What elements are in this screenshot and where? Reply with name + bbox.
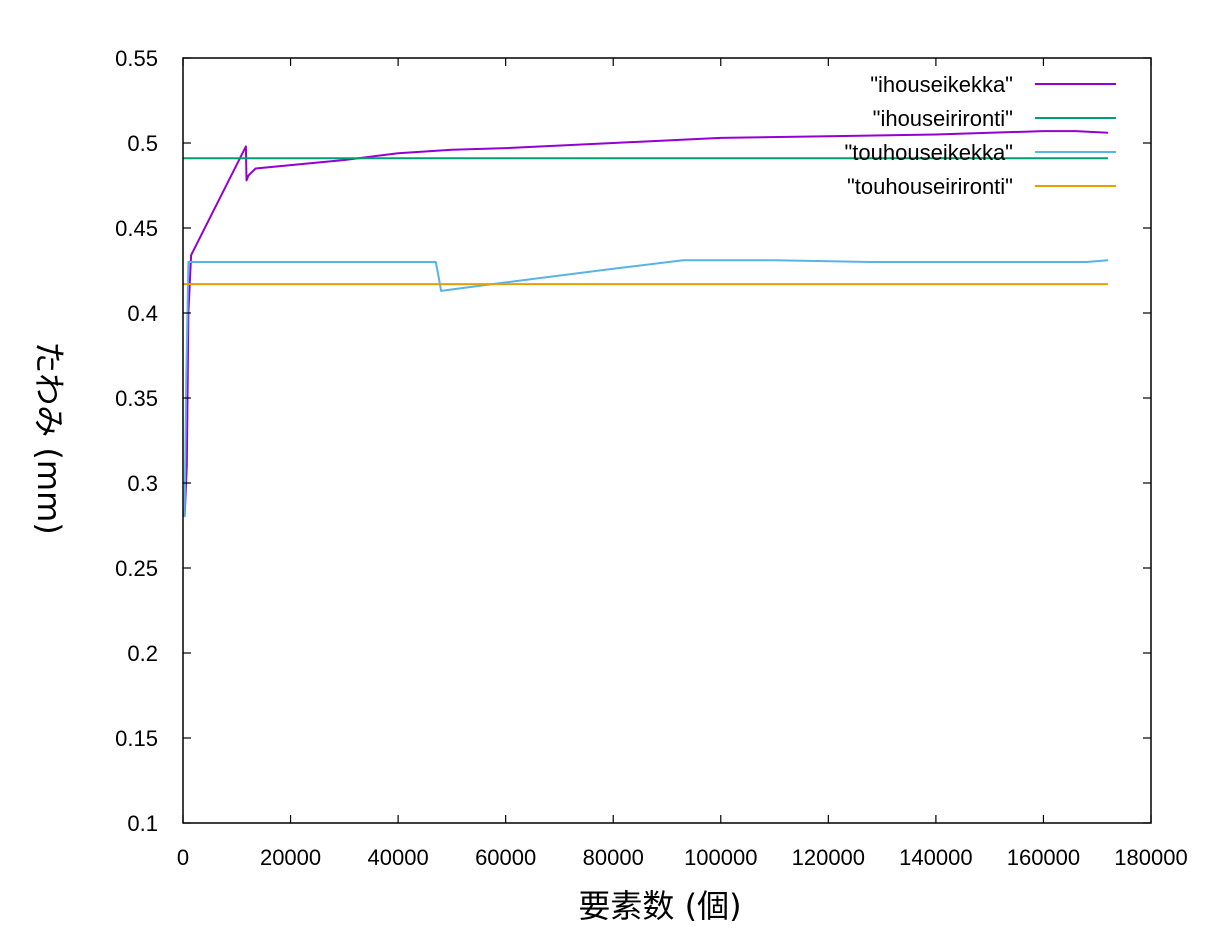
x-tick-label: 80000	[583, 845, 644, 870]
plot-frame	[182, 57, 1152, 824]
legend: "ihouseikekka" "ihouseirironti" "touhousei…	[844, 72, 1116, 199]
series-line-3	[183, 259, 1109, 518]
series-line-1	[183, 130, 1109, 518]
x-tick-label: 140000	[899, 845, 972, 870]
x-tick-label: 100000	[684, 845, 757, 870]
legend-label-1: "ihouseikekka"	[870, 72, 1013, 97]
ticks-layer: 0 20000 40000 60000 80000 100000 120000 140000 1…	[115, 46, 1188, 870]
y-tick-label: 0.1	[127, 811, 158, 836]
x-axis-label: 要素数 (個)	[578, 887, 741, 925]
x-tick-label: 180000	[1114, 845, 1187, 870]
legend-label-2: "ihouseirironti"	[873, 106, 1013, 131]
y-tick-label: 0.25	[115, 556, 158, 581]
y-tick-label: 0.45	[115, 216, 158, 241]
y-tick-label: 0.55	[115, 46, 158, 71]
x-tick-label: 40000	[368, 845, 429, 870]
y-axis-label: たわみ (mm)	[30, 341, 68, 535]
x-tick-label: 120000	[792, 845, 865, 870]
y-tick-label: 0.2	[127, 641, 158, 666]
x-tick-label: 160000	[1007, 845, 1080, 870]
x-tick-label: 20000	[260, 845, 321, 870]
legend-label-3: "touhouseikekka"	[844, 140, 1013, 165]
y-tick-label: 0.3	[127, 471, 158, 496]
x-tick-label: 60000	[475, 845, 536, 870]
y-tick-label: 0.15	[115, 726, 158, 751]
y-tick-label: 0.35	[115, 386, 158, 411]
x-tick-label: 0	[177, 845, 189, 870]
series-layer	[183, 130, 1109, 518]
y-tick-label: 0.5	[127, 131, 158, 156]
legend-label-4: "touhouseirironti"	[847, 174, 1013, 199]
y-tick-label: 0.4	[127, 301, 158, 326]
